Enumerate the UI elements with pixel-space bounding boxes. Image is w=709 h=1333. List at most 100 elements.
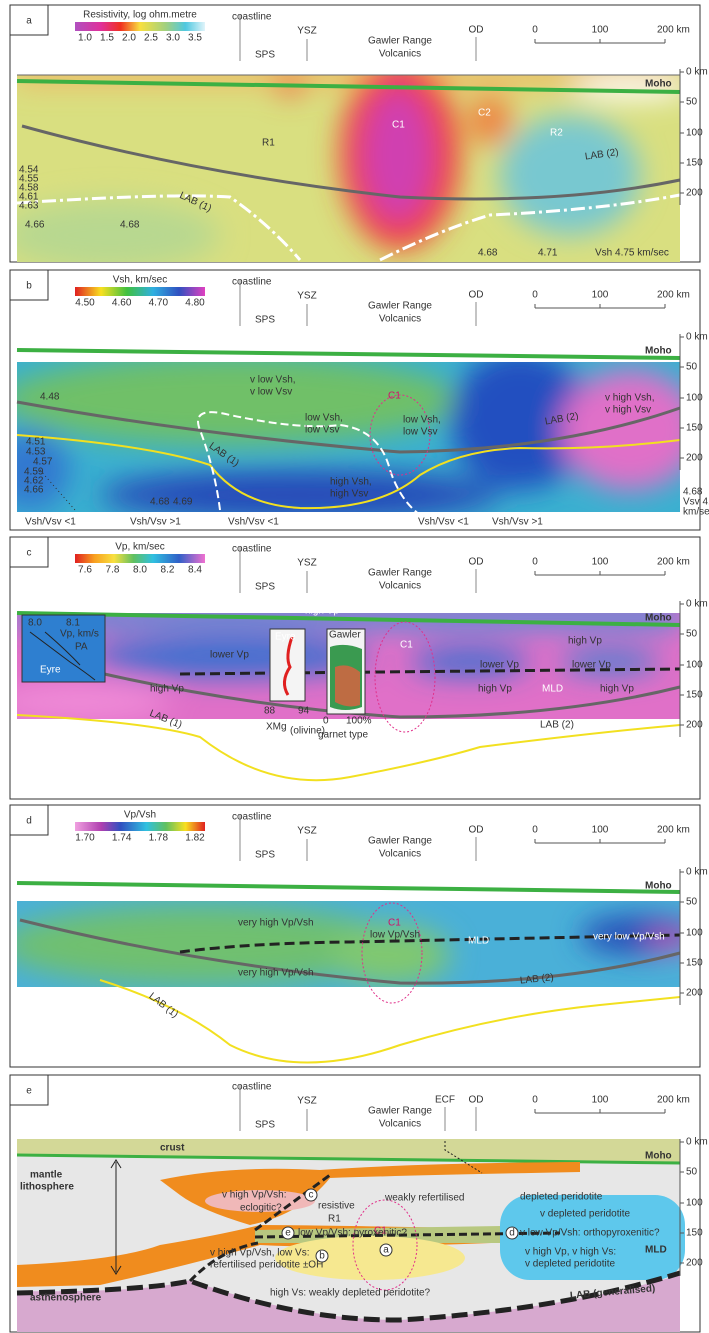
colorbar <box>75 22 205 31</box>
moho-label: Moho <box>645 79 672 90</box>
section-image <box>17 901 680 987</box>
panel-letter: b <box>26 281 32 292</box>
panel-a: a coastline SPS YSZ Gawler Range Volcanics OD 0… <box>9 4 708 263</box>
annotation: lithosphere <box>20 1182 74 1193</box>
annotation: MLD <box>468 936 489 947</box>
annotation: high Vp <box>600 684 634 695</box>
depth-label: 200 <box>686 720 703 731</box>
panel-letter-box <box>9 4 49 36</box>
annotation: low Vsh, <box>305 413 343 424</box>
sps-label: SPS <box>255 50 275 61</box>
panel-frame <box>9 269 701 531</box>
annotation: v high Vsh, <box>605 393 654 404</box>
panel-letter: d <box>26 816 32 827</box>
ecf-label: ECF <box>435 1095 455 1106</box>
annotation: C1 <box>392 120 405 131</box>
depth-label: 0 km <box>686 599 708 610</box>
colorbar-tick-label: 8.2 <box>161 565 175 576</box>
scale-label: 200 km <box>657 825 690 836</box>
depth-label: 0 km <box>686 867 708 878</box>
annotation: 88 <box>264 706 276 717</box>
annotation: 4.58 <box>19 183 39 194</box>
annotation: mantle <box>30 1170 63 1181</box>
annotation: R1 <box>328 1214 341 1225</box>
annotation: LAB (2) <box>540 720 574 731</box>
annotation: Vsh/Vsv <1 <box>418 517 469 528</box>
colorbar <box>75 822 205 831</box>
annotation: 4.59 <box>24 467 44 478</box>
colorbar-tick-label: 1.0 <box>78 33 92 44</box>
scale-label: 100 <box>592 25 609 36</box>
annotation: Vsh/Vsv <1 <box>228 517 279 528</box>
depth-label: 150 <box>686 1228 703 1239</box>
annotation: low Vsv <box>305 425 339 436</box>
annotation: resistive <box>318 1201 355 1212</box>
colorbar-tick-label: 3.0 <box>166 33 180 44</box>
scale-label: 100 <box>592 1095 609 1106</box>
annotation: e <box>285 1228 291 1239</box>
annotation: C2 <box>478 108 491 119</box>
annotation: 4.68 <box>120 220 140 231</box>
depth-label: 50 <box>686 629 698 640</box>
depth-label: 100 <box>686 1198 703 1209</box>
annotation: 4.68 <box>478 248 498 259</box>
colorbar-tick-label: 8.0 <box>133 565 147 576</box>
annotation: LAB (1) <box>147 991 180 1021</box>
panel-letter-box <box>9 804 49 836</box>
annotation: 4.61 <box>19 192 39 203</box>
annotation: 4.68 <box>683 487 703 498</box>
section-image <box>17 75 680 262</box>
annotation: refertilised peridotite ±OH <box>210 1260 323 1271</box>
panel-c: c coastline SPS YSZ Gawler Range Volcanics OD 0… <box>9 536 708 800</box>
scale-label: 100 <box>592 290 609 301</box>
annotation: 4.57 <box>33 457 53 468</box>
annotation: very high Vp/Vsh <box>238 968 314 979</box>
annotation: high Vp <box>305 606 339 617</box>
annotation: lower Vp <box>210 650 249 661</box>
colorbar-tick-label: 4.70 <box>149 298 169 309</box>
od-label: OD <box>469 25 484 36</box>
depth-label: 100 <box>686 128 703 139</box>
od-label: OD <box>469 1095 484 1106</box>
annotation: lower Vp <box>572 660 611 671</box>
annotation: MLD <box>542 684 563 695</box>
colorbar-tick-label: 1.70 <box>75 833 95 844</box>
colorbar-title: Vp/Vsh <box>124 810 156 821</box>
annotation: low Vp/Vsh: pyroxenitic? <box>298 1228 407 1239</box>
annotation: Gawler <box>329 630 361 641</box>
sps-label: SPS <box>255 1120 275 1131</box>
annotation: weakly refertilised <box>384 1193 464 1204</box>
annotation: 100% <box>346 716 372 727</box>
annotation: v high Vp/Vsh: <box>222 1190 286 1201</box>
depth-label: 100 <box>686 393 703 404</box>
ysz-label: YSZ <box>297 1096 316 1107</box>
annotation: v high Vp/Vsh, low Vs: <box>210 1248 310 1259</box>
label-circle <box>315 1249 329 1263</box>
annotation: 4.63 <box>19 201 39 212</box>
moho-label: Moho <box>645 881 672 892</box>
colorbar-title: Resistivity, log ohm.metre <box>83 10 197 21</box>
annotation: Vsv 4.6 <box>683 497 709 508</box>
annotation: v depleted peridotite <box>540 1209 631 1220</box>
gawler-label: Volcanics <box>379 581 421 592</box>
sps-label: SPS <box>255 315 275 326</box>
colorbar-tick-label: 3.5 <box>188 33 202 44</box>
moho-label: Moho <box>645 613 672 624</box>
annotation: high Vp <box>150 684 184 695</box>
colorbar-tick-label: 8.4 <box>188 565 202 576</box>
gawler-label: Gawler Range <box>368 836 432 847</box>
od-label: OD <box>469 557 484 568</box>
annotation: v depleted peridotite <box>525 1259 616 1270</box>
od-label: OD <box>469 825 484 836</box>
scale-label: 0 <box>532 825 538 836</box>
od-label: OD <box>469 290 484 301</box>
gawler-label: Volcanics <box>379 1119 421 1130</box>
panel-letter-box <box>9 1074 49 1106</box>
depth-label: 100 <box>686 928 703 939</box>
depth-label: 0 km <box>686 67 708 78</box>
colorbar-tick-label: 4.50 <box>75 298 95 309</box>
annotation: 0 <box>323 716 329 727</box>
ysz-label: YSZ <box>297 26 316 37</box>
annotation: Vp, km/s <box>60 629 99 640</box>
